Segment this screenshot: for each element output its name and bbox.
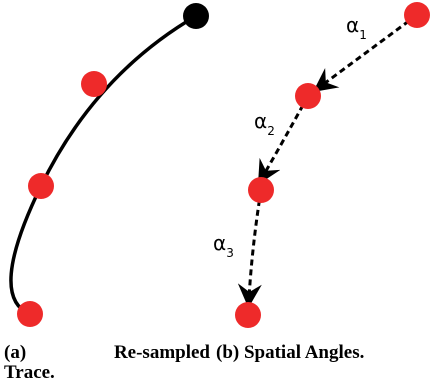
trace-start-point	[183, 3, 209, 29]
alpha-2-subscript: 2	[267, 124, 275, 138]
angle-point-4	[235, 302, 261, 328]
caption-b: (b) Spatial Angles.	[216, 342, 365, 363]
angle-point-1	[404, 2, 430, 28]
caption-a-line-2: Trace.	[4, 362, 55, 383]
trace-curve	[9, 14, 198, 316]
caption-a-tag: (a)	[4, 342, 27, 363]
panel-a-resampled-trace	[9, 3, 209, 327]
trace-sample-point-2	[28, 173, 54, 199]
caption-a-line-1: (a) Re-sampled	[4, 343, 210, 363]
caption-a-word-1: Re-sampled	[113, 342, 210, 363]
alpha-3-label: α3	[213, 231, 234, 260]
trace-sample-point-1	[81, 71, 107, 97]
angle-point-3	[248, 177, 274, 203]
panel-b-spatial-angles: α1 α2 α3	[213, 2, 430, 328]
angle-vector-1	[312, 13, 418, 92]
angle-vector-2	[257, 95, 310, 185]
alpha-2-symbol: α	[254, 109, 267, 133]
alpha-1-label: α1	[346, 13, 367, 42]
alpha-3-subscript: 3	[226, 246, 234, 260]
alpha-3-symbol: α	[213, 231, 226, 255]
alpha-2-label: α2	[254, 109, 275, 138]
alpha-1-subscript: 1	[359, 28, 367, 42]
trace-sample-point-3	[17, 301, 43, 327]
angle-vector-3	[237, 189, 263, 308]
alpha-1-symbol: α	[346, 13, 359, 37]
angle-point-2	[295, 83, 321, 109]
